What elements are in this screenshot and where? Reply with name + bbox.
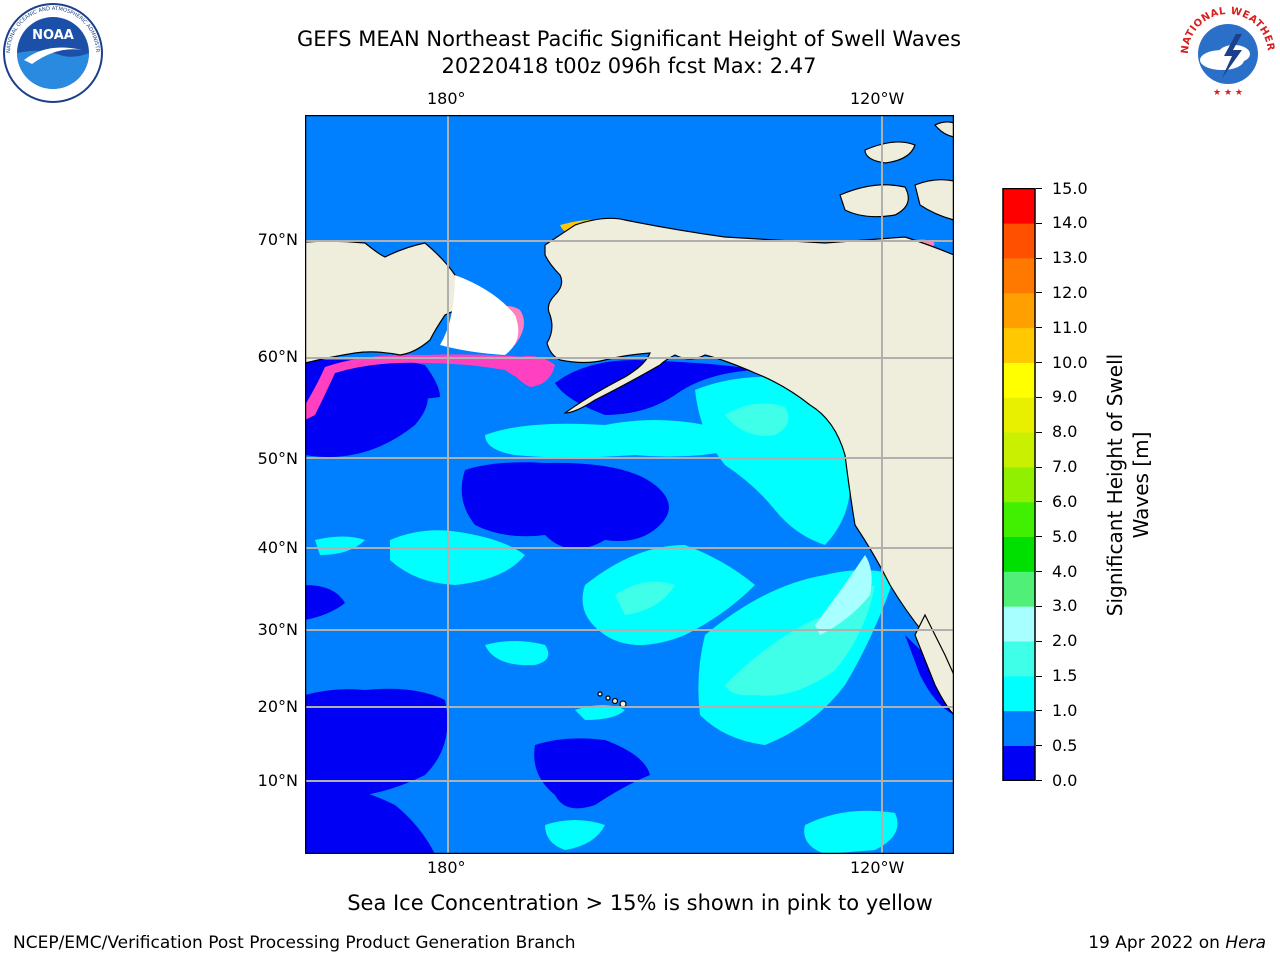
colorbar-tick-label: 9.0	[1052, 387, 1078, 407]
colorbar-tick-mark	[1036, 745, 1042, 747]
colorbar-frame	[1002, 188, 1036, 781]
lat-label-20n: 20°N	[257, 697, 298, 716]
colorbar-segment	[1003, 362, 1035, 398]
colorbar-tick-mark	[1036, 640, 1042, 642]
date-line: 19 Apr 2022 on Hera	[1088, 933, 1266, 953]
colorbar-tick-mark	[1036, 571, 1042, 573]
colorbar-segment	[1003, 467, 1035, 503]
colorbar-segment	[1003, 571, 1035, 607]
noaa-logo-text: NOAA	[32, 28, 74, 43]
lat-label-60n: 60°N	[257, 347, 298, 366]
machine-name: Hera	[1225, 933, 1266, 953]
colorbar-segment	[1003, 188, 1035, 224]
colorbar-segment	[1003, 432, 1035, 468]
lon-label-top-180: 180°	[427, 89, 466, 108]
colorbar-tick-mark	[1036, 222, 1042, 224]
max-swell-region	[815, 555, 872, 635]
colorbar-tick-label: 14.0	[1052, 213, 1088, 233]
lon-label-bottom-120w: 120°W	[850, 858, 905, 877]
colorbar-segment	[1003, 258, 1035, 294]
colorbar-segment	[1003, 327, 1035, 363]
colorbar-tick-label: 1.0	[1052, 700, 1078, 720]
colorbar-tick-label: 3.0	[1052, 596, 1078, 616]
date-text: 19 Apr 2022 on	[1088, 933, 1226, 953]
colorbar-tick-mark	[1036, 362, 1042, 364]
chart-subtitle: 20220418 t00z 096h fcst Max: 2.47	[441, 54, 817, 78]
colorbar-tick-label: 12.0	[1052, 282, 1088, 302]
colorbar-title-line1: Significant Height of Swell	[1103, 353, 1127, 617]
colorbar-tick-label: 11.0	[1052, 317, 1088, 337]
colorbar-tick-mark	[1036, 327, 1042, 329]
colorbar-tick-label: 6.0	[1052, 491, 1078, 511]
colorbar-tick-mark	[1036, 292, 1042, 294]
colorbar-title: Significant Height of Swell Waves [m]	[1102, 305, 1154, 665]
colorbar-tick-label: 7.0	[1052, 457, 1078, 477]
nws-logo: NATIONAL WEATHER SERVICE ★ ★ ★	[1178, 2, 1276, 98]
colorbar-segment	[1003, 745, 1035, 781]
land-masses	[305, 121, 954, 854]
colorbar-segment	[1003, 641, 1035, 677]
colorbar-tick-label: 0.5	[1052, 735, 1078, 755]
colorbar-tick-mark	[1036, 536, 1042, 538]
lat-label-30n: 30°N	[257, 620, 298, 639]
lat-label-70n: 70°N	[257, 230, 298, 249]
noaa-logo: NOAA NATIONAL OCEANIC AND ATMOSPHERIC AD…	[2, 2, 103, 103]
svg-text:★ ★ ★: ★ ★ ★	[1213, 88, 1243, 98]
sea-ice-note: Sea Ice Concentration > 15% is shown in …	[347, 891, 933, 915]
colorbar-tick-mark	[1036, 466, 1042, 468]
colorbar-tick-label: 1.5	[1052, 666, 1078, 686]
colorbar	[1002, 188, 1036, 781]
colorbar-tick-mark	[1036, 396, 1042, 398]
colorbar-tick-mark	[1036, 501, 1042, 503]
colorbar-segment	[1003, 397, 1035, 433]
lon-label-top-120w: 120°W	[850, 89, 905, 108]
colorbar-tick-label: 8.0	[1052, 422, 1078, 442]
colorbar-tick-label: 13.0	[1052, 248, 1088, 268]
lat-label-50n: 50°N	[257, 449, 298, 468]
colorbar-tick-label: 5.0	[1052, 526, 1078, 546]
colorbar-segment	[1003, 536, 1035, 572]
lat-label-10n: 10°N	[257, 771, 298, 790]
colorbar-segment	[1003, 501, 1035, 538]
graticule	[305, 115, 954, 854]
colorbar-tick-mark	[1036, 257, 1042, 259]
colorbar-tick-mark	[1036, 710, 1042, 712]
colorbar-tick-label: 0.0	[1052, 770, 1078, 790]
colorbar-tick-mark	[1036, 780, 1042, 781]
colorbar-tick-label: 4.0	[1052, 561, 1078, 581]
colorbar-tick-label: 2.0	[1052, 631, 1078, 651]
lat-label-40n: 40°N	[257, 538, 298, 557]
colorbar-title-line2: Waves [m]	[1129, 431, 1153, 539]
colorbar-segment	[1003, 676, 1035, 712]
colorbar-tick-label: 15.0	[1052, 178, 1088, 198]
swell-height-map	[305, 115, 954, 854]
colorbar-segment	[1003, 606, 1035, 642]
missing-data-area	[440, 275, 519, 355]
colorbar-segment	[1003, 710, 1035, 746]
colorbar-tick-mark	[1036, 675, 1042, 677]
colorbar-tick-mark	[1036, 431, 1042, 433]
colorbar-tick-mark	[1036, 188, 1042, 189]
map-frame	[305, 115, 954, 854]
credit-line: NCEP/EMC/Verification Post Processing Pr…	[13, 933, 576, 953]
colorbar-tick-mark	[1036, 605, 1042, 607]
low-swell-regions	[305, 360, 954, 854]
chart-title: GEFS MEAN Northeast Pacific Significant …	[296, 27, 962, 51]
colorbar-segment	[1003, 223, 1035, 259]
colorbar-tick-label: 10.0	[1052, 352, 1088, 372]
lon-label-bottom-180: 180°	[427, 858, 466, 877]
colorbar-segment	[1003, 292, 1035, 329]
